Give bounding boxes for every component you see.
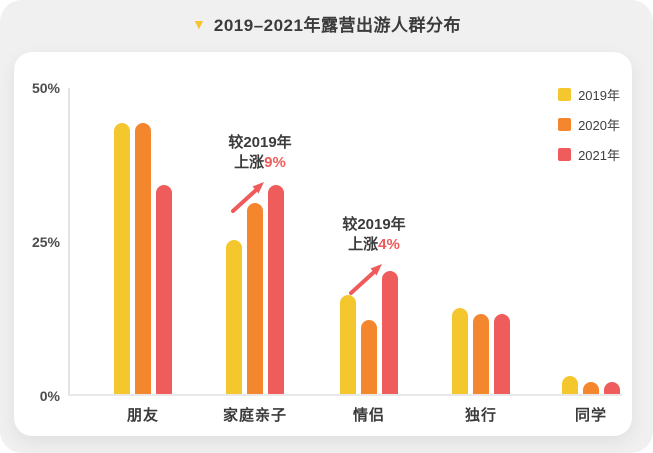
x-axis-label-情侣: 情侣 bbox=[352, 407, 386, 424]
legend-swatch-icon bbox=[558, 88, 572, 101]
rise-arrow-icon bbox=[231, 182, 264, 213]
bar-独行-2020年 bbox=[473, 314, 489, 394]
triangle-marker-icon: ▼ bbox=[192, 15, 206, 32]
bar-朋友-2019年 bbox=[114, 123, 130, 394]
annotation-rise-value: 4% bbox=[378, 236, 400, 253]
bar-同学-2019年 bbox=[562, 376, 578, 394]
chart-card: 50% 25% 0% 朋友 家庭亲子 情侣 独行 同学 较2019年 上涨9% 较2019年 上涨4%… bbox=[14, 52, 632, 436]
annotation-rise-prefix: 上涨 bbox=[234, 154, 265, 171]
bar-group-独行 bbox=[452, 308, 510, 394]
bar-group-家庭亲子 bbox=[226, 185, 284, 394]
bar-独行-2019年 bbox=[452, 308, 468, 394]
bar-情侣-2020年 bbox=[361, 320, 377, 394]
annotation-情侣: 较2019年上涨4% bbox=[342, 215, 405, 255]
bar-朋友-2020年 bbox=[135, 123, 151, 394]
bar-家庭亲子-2019年 bbox=[226, 240, 242, 394]
legend-label: 2020年 bbox=[578, 118, 620, 133]
bar-group-朋友 bbox=[114, 123, 172, 394]
x-axis-label-同学: 同学 bbox=[574, 407, 608, 424]
bar-情侣-2019年 bbox=[340, 295, 356, 394]
plot-area: 50% 25% 0% 朋友 家庭亲子 情侣 独行 同学 较2019年 上涨9% 较2019年 上涨4% bbox=[32, 80, 622, 424]
legend: 2019年 2020年 2021年 bbox=[558, 85, 620, 164]
bar-同学-2021年 bbox=[604, 382, 620, 394]
legend-item-2020年: 2020年 bbox=[558, 115, 620, 134]
legend-swatch-icon bbox=[558, 148, 572, 161]
annotation-rise-value: 9% bbox=[264, 154, 286, 171]
legend-item-2019年: 2019年 bbox=[558, 85, 620, 104]
legend-swatch-icon bbox=[558, 118, 572, 131]
y-axis-tick-25: 25% bbox=[31, 234, 60, 250]
annotation-rise-prefix: 上涨 bbox=[348, 236, 379, 253]
chart-title-row: ▼ 2019–2021年露营出游人群分布 bbox=[0, 11, 653, 36]
chart-title: 2019–2021年露营出游人群分布 bbox=[213, 16, 461, 35]
bar-朋友-2021年 bbox=[156, 185, 172, 394]
annotation-line1: 较2019年 bbox=[342, 216, 406, 233]
bar-独行-2021年 bbox=[494, 314, 510, 394]
bar-group-情侣 bbox=[340, 271, 398, 394]
bar-家庭亲子-2020年 bbox=[247, 203, 263, 394]
bar-同学-2020年 bbox=[583, 382, 599, 394]
y-axis-tick-50: 50% bbox=[31, 80, 60, 96]
bar-group-同学 bbox=[562, 376, 620, 394]
x-axis-label-朋友: 朋友 bbox=[126, 407, 160, 424]
x-axis-label-家庭亲子: 家庭亲子 bbox=[222, 407, 288, 424]
legend-label: 2021年 bbox=[578, 148, 620, 163]
x-axis-label-独行: 独行 bbox=[464, 407, 498, 424]
legend-label: 2019年 bbox=[578, 88, 620, 103]
rise-arrow-icon bbox=[349, 264, 382, 295]
legend-item-2021年: 2021年 bbox=[558, 145, 620, 164]
annotation-line1: 较2019年 bbox=[228, 134, 292, 151]
y-axis-tick-0: 0% bbox=[39, 388, 60, 404]
bar-家庭亲子-2021年 bbox=[268, 185, 284, 394]
annotation-家庭亲子: 较2019年上涨9% bbox=[228, 133, 291, 173]
bar-情侣-2021年 bbox=[382, 271, 398, 394]
